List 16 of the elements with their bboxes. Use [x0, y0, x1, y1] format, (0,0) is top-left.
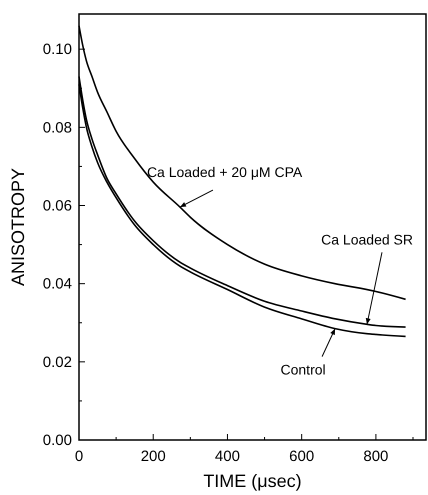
- y-tick-label: 0.04: [42, 276, 72, 293]
- y-tick-label: 0.08: [42, 119, 72, 136]
- annotation: Control: [280, 362, 326, 378]
- y-tick-label: 0.10: [42, 41, 72, 58]
- x-tick-label: 600: [289, 448, 314, 465]
- y-tick-label: 0.02: [42, 354, 72, 371]
- x-tick-label: 0: [74, 448, 84, 465]
- annotation: Ca Loaded + 20 μM CPA: [146, 164, 303, 180]
- x-tick-label: 400: [214, 448, 240, 465]
- y-tick-label: 0.00: [42, 432, 72, 449]
- annotation: Ca Loaded SR: [321, 231, 413, 248]
- x-axis-title: TIME (μsec): [203, 471, 302, 491]
- y-axis-title: ANISOTROPY: [8, 168, 28, 286]
- y-tick-label: 0.06: [42, 198, 72, 215]
- x-tick-label: 800: [363, 448, 388, 465]
- x-tick-label: 200: [140, 448, 166, 465]
